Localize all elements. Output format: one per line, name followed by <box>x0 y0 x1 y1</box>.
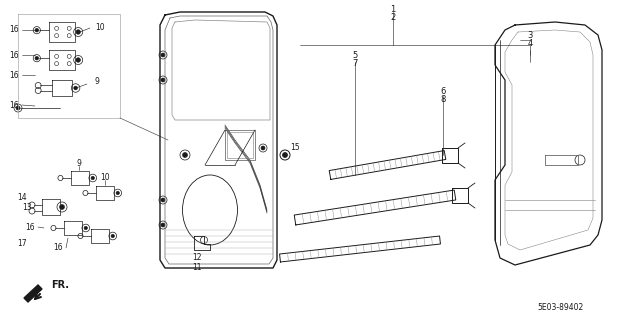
Circle shape <box>76 30 81 34</box>
Circle shape <box>182 152 188 158</box>
Text: 2: 2 <box>390 12 396 21</box>
Circle shape <box>76 58 81 62</box>
Text: 16: 16 <box>25 222 35 232</box>
Polygon shape <box>24 285 42 302</box>
Circle shape <box>261 146 265 150</box>
Circle shape <box>60 204 65 210</box>
Circle shape <box>16 106 20 110</box>
Text: 3: 3 <box>527 32 532 41</box>
Text: 15: 15 <box>290 144 300 152</box>
Text: 1: 1 <box>390 4 396 13</box>
Text: 16: 16 <box>9 100 19 109</box>
Text: FR.: FR. <box>51 280 69 290</box>
Text: 5: 5 <box>353 51 358 61</box>
Circle shape <box>84 226 88 230</box>
Text: 7: 7 <box>352 60 358 69</box>
Text: 16: 16 <box>9 26 19 34</box>
Circle shape <box>161 78 165 82</box>
Text: 6: 6 <box>440 87 445 97</box>
Circle shape <box>111 234 115 238</box>
Circle shape <box>35 56 38 60</box>
Text: 8: 8 <box>440 95 445 105</box>
Text: 16: 16 <box>9 70 19 79</box>
Circle shape <box>91 176 95 180</box>
Text: 12: 12 <box>192 253 202 262</box>
Text: 13: 13 <box>22 203 32 211</box>
Circle shape <box>161 53 165 57</box>
Circle shape <box>161 198 165 202</box>
Text: 11: 11 <box>192 263 202 271</box>
Text: 9: 9 <box>95 78 99 86</box>
Text: 9: 9 <box>77 159 81 167</box>
Text: 16: 16 <box>53 243 63 253</box>
Circle shape <box>35 28 38 32</box>
Text: 17: 17 <box>17 239 27 248</box>
Circle shape <box>161 223 165 227</box>
Text: 16: 16 <box>9 50 19 60</box>
Text: 4: 4 <box>527 40 532 48</box>
Circle shape <box>282 152 287 158</box>
Circle shape <box>116 191 120 195</box>
Text: 14: 14 <box>17 194 27 203</box>
Text: 5E03-89402: 5E03-89402 <box>537 303 583 313</box>
Circle shape <box>74 86 77 90</box>
Text: 10: 10 <box>100 173 110 182</box>
Text: 10: 10 <box>95 24 105 33</box>
